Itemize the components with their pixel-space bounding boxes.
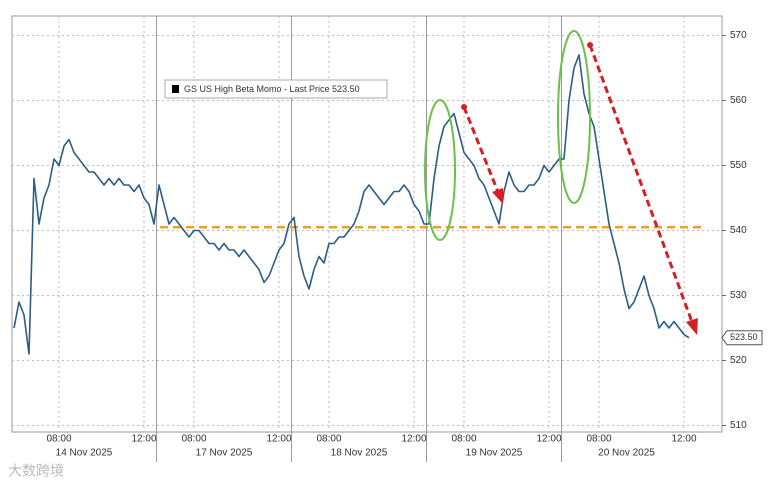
y-tick-label: 520 <box>730 355 747 366</box>
x-tick-label: 12:00 <box>266 434 291 445</box>
arrow-start <box>587 42 593 48</box>
x-tick-label: 12:00 <box>401 434 426 445</box>
x-tick-label: 12:00 <box>131 434 156 445</box>
arrow-head <box>492 188 503 204</box>
y-tick-label: 550 <box>730 160 747 171</box>
y-tick-label: 530 <box>730 290 747 301</box>
plot <box>13 54 706 355</box>
session-label: 14 Nov 2025 <box>56 448 113 459</box>
session-label: 17 Nov 2025 <box>196 448 253 459</box>
legend-swatch <box>172 85 179 93</box>
highlight-ellipse <box>557 30 591 204</box>
x-tick-label: 08:00 <box>586 434 611 445</box>
arrow-head <box>686 318 698 335</box>
watermark: 大数跨境 <box>8 463 64 479</box>
legend-text: GS US High Beta Momo - Last Price 523.50 <box>184 84 360 94</box>
session-label: 19 Nov 2025 <box>466 448 523 459</box>
y-tick-label: 510 <box>730 420 747 431</box>
x-tick-label: 12:00 <box>671 434 696 445</box>
session-label: 18 Nov 2025 <box>331 448 388 459</box>
x-tick-label: 08:00 <box>181 434 206 445</box>
last-price-marker <box>721 330 763 346</box>
x-tick-label: 12:00 <box>536 434 561 445</box>
y-tick-label: 560 <box>730 95 747 106</box>
x-tick-label: 08:00 <box>316 434 341 445</box>
highlight-ellipse <box>424 99 456 241</box>
last-price-label: 523.50 <box>730 332 758 342</box>
x-tick-label: 08:00 <box>46 434 71 445</box>
session-label: 20 Nov 2025 <box>598 448 655 459</box>
trend-arrow <box>588 44 694 323</box>
legend-box <box>164 79 388 99</box>
arrow-start <box>461 104 467 110</box>
price-line <box>13 54 690 355</box>
plot-frame <box>11 15 723 433</box>
trend-arrow <box>462 106 500 193</box>
x-tick-label: 08:00 <box>451 434 476 445</box>
y-tick-label: 570 <box>730 30 747 41</box>
grid <box>11 15 726 462</box>
y-tick-label: 540 <box>730 225 747 236</box>
